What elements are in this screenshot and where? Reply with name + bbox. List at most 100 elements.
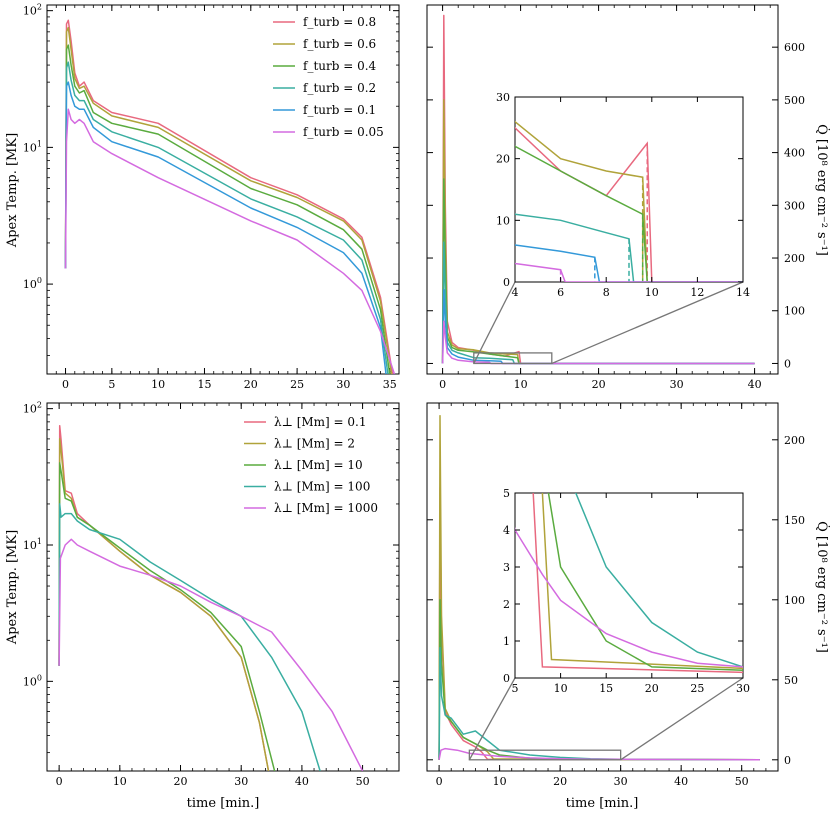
xlabel-bottom-right: time [min.] [566, 796, 639, 811]
tl-series-4 [64, 81, 387, 374]
inset-ytick-label-bottom-3: 3 [503, 561, 510, 574]
xtick-label-tr-10: 10 [514, 378, 528, 391]
ytick-label-bl-1: 101 [23, 537, 42, 552]
inset-bottom-series-4 [515, 526, 743, 668]
inset-bottom-series-1 [541, 493, 743, 670]
inset-xtick-label-bottom-20: 20 [645, 682, 659, 695]
ytick-label-tl-2: 102 [23, 3, 42, 18]
inset-bottom-series-2 [547, 493, 743, 672]
bl-series-1 [58, 438, 270, 771]
inset-xtick-label-bottom-10: 10 [554, 682, 568, 695]
zoom-box-top [473, 352, 553, 365]
legend-bottom-label-3: λ⊥ [Mm] = 100 [274, 480, 370, 494]
xtick-label-tr-0: 0 [439, 378, 446, 391]
tr-series-3 [441, 241, 755, 365]
xtick-label-br-50: 50 [735, 775, 749, 788]
legend-top-label-5: f_turb = 0.05 [303, 125, 384, 139]
xtick-label-bl-50: 50 [356, 775, 370, 788]
tr-series-5 [441, 320, 755, 365]
inset-top-series-0 [515, 126, 743, 282]
xtick-label-tl-25: 25 [290, 378, 304, 391]
ytick-label-bl-2: 102 [23, 401, 42, 416]
legend-top-label-2: f_turb = 0.4 [303, 59, 377, 73]
legend-top-label-4: f_turb = 0.1 [303, 103, 376, 117]
panel-top-right-frame [426, 4, 779, 375]
zoom-connector-left-top [473, 281, 516, 364]
xtick-label-br-0: 0 [436, 775, 443, 788]
ytick-label-br-200: 200 [784, 434, 805, 447]
xtick-label-tl-20: 20 [244, 378, 258, 391]
inset-bottom-series-3 [574, 493, 743, 668]
inset-bottom-frame [514, 492, 744, 679]
xtick-label-br-20: 20 [553, 775, 567, 788]
xtick-label-bl-0: 0 [56, 775, 63, 788]
ylabel-bottom-right: Q̇ [10⁸ erg cm⁻² s⁻¹] [814, 521, 830, 653]
ytick-label-br-150: 150 [784, 514, 805, 527]
tl-series-0 [64, 19, 394, 374]
legend-top-label-3: f_turb = 0.2 [303, 81, 376, 95]
zoom-connector-right-top [551, 281, 744, 365]
inset-xtick-label-top-12: 12 [690, 286, 704, 299]
inset-ytick-label-top-20: 20 [496, 153, 510, 166]
inset-xtick-label-top-8: 8 [603, 286, 610, 299]
inset-top-series-4 [515, 244, 743, 282]
xtick-label-tl-30: 30 [336, 378, 350, 391]
legend-bottom-label-1: λ⊥ [Mm] = 2 [274, 437, 355, 451]
xlabel-bottom-left: time [min.] [187, 796, 260, 811]
ylabel-top-left: Apex Temp. [MK] [5, 133, 20, 248]
xtick-label-tl-10: 10 [151, 378, 165, 391]
xtick-label-br-40: 40 [674, 775, 688, 788]
ytick-label-tl-1: 101 [23, 139, 42, 154]
ytick-label-tr-100: 100 [784, 305, 805, 318]
legend-top-label-1: f_turb = 0.6 [303, 37, 376, 51]
tr-series-4 [441, 288, 755, 365]
legend-bottom-label-0: λ⊥ [Mm] = 0.1 [274, 415, 367, 429]
inset-top-series-1 [515, 120, 743, 282]
ytick-label-tr-600: 600 [784, 41, 805, 54]
xtick-label-tr-30: 30 [670, 378, 684, 391]
ytick-label-tr-400: 400 [784, 147, 805, 160]
xtick-label-tr-40: 40 [748, 378, 762, 391]
tl-series-1 [64, 26, 393, 374]
inset-top-series-5 [515, 262, 743, 282]
ytick-label-tr-500: 500 [784, 94, 805, 107]
xtick-label-tl-0: 0 [62, 378, 69, 391]
zoom-box-bottom [468, 749, 622, 761]
inset-top-series-3 [515, 213, 743, 282]
inset-xtick-label-bottom-5: 5 [512, 682, 519, 695]
tl-series-2 [64, 44, 391, 374]
inset-ytick-label-bottom-5: 5 [503, 487, 510, 500]
inset-xtick-label-bottom-15: 15 [599, 682, 613, 695]
ytick-label-br-100: 100 [784, 594, 805, 607]
inset-ytick-label-top-0: 0 [503, 276, 510, 289]
ytick-label-bl-0: 100 [23, 673, 42, 688]
inset-xtick-label-top-14: 14 [736, 286, 750, 299]
xtick-label-bl-40: 40 [295, 775, 309, 788]
zoom-connector-right-bottom [620, 677, 744, 761]
ytick-label-tr-300: 300 [784, 199, 805, 212]
panel-bottom-right-frame [426, 402, 779, 772]
xtick-label-tl-35: 35 [383, 378, 397, 391]
bl-series-0 [58, 424, 270, 771]
xtick-label-bl-20: 20 [174, 775, 188, 788]
inset-ytick-label-bottom-0: 0 [503, 672, 510, 685]
xtick-label-tl-15: 15 [197, 378, 211, 391]
inset-xtick-label-top-4: 4 [512, 286, 519, 299]
ytick-label-br-50: 50 [784, 674, 798, 687]
xtick-label-tr-20: 20 [592, 378, 606, 391]
inset-ytick-label-top-10: 10 [496, 214, 510, 227]
inset-xtick-label-bottom-30: 30 [736, 682, 750, 695]
inset-xtick-label-top-10: 10 [645, 286, 659, 299]
xtick-label-br-30: 30 [614, 775, 628, 788]
bl-series-3 [58, 503, 321, 771]
ytick-label-br-0: 0 [784, 754, 791, 767]
inset-ytick-label-top-30: 30 [496, 91, 510, 104]
inset-ytick-label-bottom-4: 4 [503, 524, 510, 537]
xtick-label-bl-30: 30 [234, 775, 248, 788]
legend-bottom: λ⊥ [Mm] = 0.1 λ⊥ [Mm] = 2 λ⊥ [Mm] = 10 λ⊥ [… [244, 415, 378, 515]
inset-xtick-label-top-6: 6 [557, 286, 564, 299]
ylabel-top-right: Q̇ [10⁸ erg cm⁻² s⁻¹] [814, 124, 830, 256]
inset-bottom-series-0 [532, 493, 743, 674]
xtick-label-tl-5: 5 [108, 378, 115, 391]
